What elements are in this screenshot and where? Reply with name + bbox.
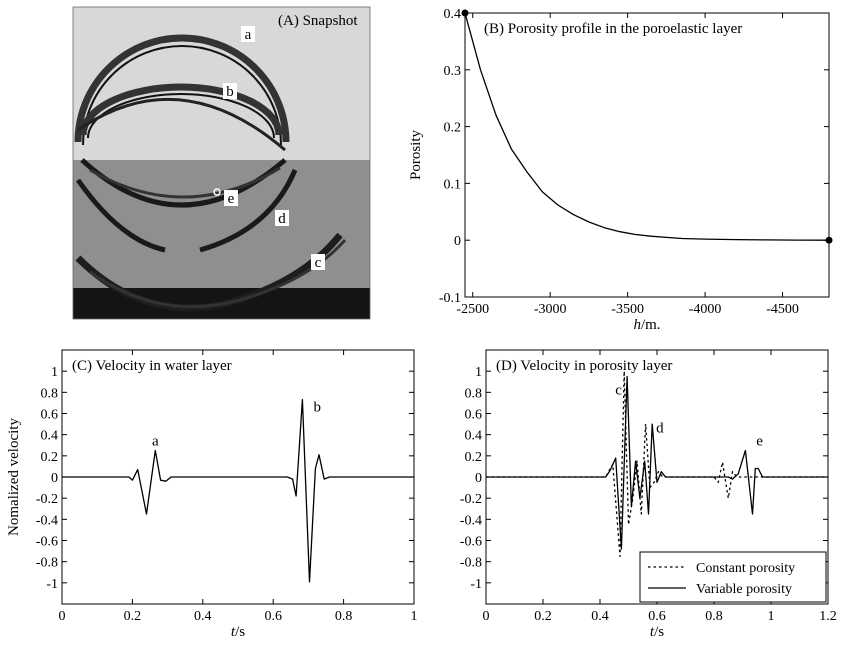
y-tick-label-D-2: -0.6 bbox=[460, 535, 482, 550]
legend-label-D-0: Constant porosity bbox=[696, 561, 795, 576]
y-tick-label-B-0: -0.1 bbox=[439, 291, 461, 306]
x-axis-label-D: t/s bbox=[650, 624, 664, 640]
snapshot-panel bbox=[73, 7, 370, 319]
wavefront-b-link bbox=[77, 97, 286, 152]
wavefront-d-right bbox=[199, 169, 298, 253]
wave-label-box-d bbox=[275, 210, 289, 226]
x-axis-label-C: t/s bbox=[231, 624, 245, 640]
x-tick-label-D-2: 0.4 bbox=[591, 609, 609, 624]
y-tick-label-C-7: 0.4 bbox=[41, 429, 59, 444]
x-tick-label-C-5: 1 bbox=[411, 609, 418, 624]
y-tick-label-D-5: 0 bbox=[475, 471, 482, 486]
y-tick-label-C-2: -0.6 bbox=[36, 535, 58, 550]
annotation-C-b: b bbox=[313, 399, 321, 415]
y-tick-label-C-8: 0.6 bbox=[41, 408, 59, 423]
x-tick-label-B-0: -2500 bbox=[456, 302, 489, 317]
y-tick-label-B-4: 0.3 bbox=[444, 64, 462, 79]
y-tick-label-C-9: 0.8 bbox=[41, 386, 59, 401]
wave-label-box-b bbox=[223, 83, 237, 99]
snapshot-wave-labels: a b e d c bbox=[223, 26, 325, 271]
chart-title-D: (D) Velocity in porosity layer bbox=[496, 358, 672, 374]
x-tick-label-C-1: 0.2 bbox=[124, 609, 142, 624]
series-line-C-0 bbox=[62, 399, 414, 583]
annotation-D-e: e bbox=[756, 433, 763, 449]
y-tick-label-B-1: 0 bbox=[454, 234, 461, 249]
x-tick-label-C-3: 0.6 bbox=[264, 609, 282, 624]
y-tick-label-C-3: -0.4 bbox=[36, 513, 58, 528]
x-tick-label-D-3: 0.6 bbox=[648, 609, 666, 624]
annotation-D-c: c bbox=[615, 382, 622, 398]
series-line-D-0 bbox=[486, 370, 828, 558]
series-line-B-0 bbox=[464, 12, 830, 241]
x-tick-label-D-0: 0 bbox=[483, 609, 490, 624]
chart-title-C: (C) Velocity in water layer bbox=[72, 358, 232, 374]
wave-label-box-a bbox=[241, 26, 255, 42]
wavefront-a bbox=[74, 34, 290, 143]
x-tick-label-C-4: 0.8 bbox=[335, 609, 353, 624]
annotation-D-d: d bbox=[656, 421, 664, 437]
wave-label-box-c bbox=[311, 254, 325, 270]
y-tick-label-D-0: -1 bbox=[470, 577, 482, 592]
series-line-D-1 bbox=[486, 375, 828, 550]
water-velocity-chart: 0 0.2 0.4 0.6 0.8 1 -1 -0.8 -0.6 -0.4 -0.2 0 0.2 0.4 0… bbox=[6, 349, 418, 640]
source-receiver-marker bbox=[213, 188, 221, 196]
x-tick-label-D-4: 0.8 bbox=[705, 609, 723, 624]
y-tick-label-D-7: 0.4 bbox=[465, 429, 483, 444]
x-tick-label-B-3: -4000 bbox=[689, 302, 722, 317]
snapshot-frame bbox=[72, 6, 371, 320]
y-tick-label-C-5: 0 bbox=[51, 471, 58, 486]
y-tick-label-B-3: 0.2 bbox=[444, 121, 462, 136]
x-tick-label-B-1: -3000 bbox=[534, 302, 567, 317]
y-tick-label-D-6: 0.2 bbox=[465, 450, 483, 465]
x-tick-label-D-5: 1 bbox=[768, 609, 775, 624]
wave-label-box-e bbox=[224, 190, 238, 206]
wave-label-d: d bbox=[278, 211, 286, 227]
y-tick-label-B-2: 0.1 bbox=[444, 177, 462, 192]
y-tick-label-D-8: 0.6 bbox=[465, 408, 483, 423]
chart-title-B: (B) Porosity profile in the poroelastic … bbox=[484, 21, 742, 37]
endpoint-marker-B-0 bbox=[461, 9, 469, 17]
legend-label-D-1: Variable porosity bbox=[696, 582, 792, 597]
snapshot-title: (A) Snapshot bbox=[278, 13, 358, 29]
annotation-C-a: a bbox=[152, 433, 159, 449]
y-tick-label-D-9: 0.8 bbox=[465, 386, 483, 401]
x-tick-label-C-0: 0 bbox=[59, 609, 66, 624]
wavefront-b bbox=[79, 83, 283, 136]
wavefront-a-inner bbox=[82, 45, 282, 146]
y-tick-label-C-1: -0.8 bbox=[36, 556, 58, 571]
y-tick-label-C-4: -0.2 bbox=[36, 492, 58, 507]
y-tick-label-C-6: 0.2 bbox=[41, 450, 59, 465]
porosity-velocity-chart: 0 0.2 0.4 0.6 0.8 1 1.2 -1 -0.8 -0.6 -0.4 -0.2 0 0.2 0… bbox=[460, 349, 837, 640]
x-tick-label-C-2: 0.4 bbox=[194, 609, 212, 624]
y-tick-label-C-0: -1 bbox=[46, 577, 58, 592]
y-tick-label-D-3: -0.4 bbox=[460, 513, 482, 528]
plot-frame-B bbox=[464, 12, 830, 298]
porosity-profile-chart: -2500 -3000 -3500 -4000 -4500 -0.1 0 0.1 0.2 0.3 0… bbox=[408, 7, 833, 333]
x-tick-label-B-2: -3500 bbox=[611, 302, 644, 317]
y-tick-label-C-10: 1 bbox=[51, 365, 58, 380]
x-tick-label-D-6: 1.2 bbox=[819, 609, 837, 624]
wavefront-e-inner bbox=[89, 166, 281, 199]
wave-label-a: a bbox=[245, 27, 252, 43]
wave-label-c: c bbox=[315, 255, 322, 271]
legend-box-D bbox=[639, 551, 827, 603]
y-tick-label-D-4: -0.2 bbox=[460, 492, 482, 507]
y-axis-label-C: Nomalized velocity bbox=[6, 418, 22, 536]
y-tick-label-B-5: 0.4 bbox=[444, 7, 462, 22]
x-tick-label-B-4: -4500 bbox=[766, 302, 799, 317]
wave-label-e: e bbox=[228, 191, 235, 207]
y-axis-label-B: Porosity bbox=[408, 129, 424, 180]
wavefront-d-left bbox=[75, 178, 166, 253]
x-tick-label-D-1: 0.2 bbox=[534, 609, 552, 624]
x-axis-label-B: h/m. bbox=[633, 317, 660, 333]
wave-label-b: b bbox=[226, 84, 234, 100]
y-tick-label-D-1: -0.8 bbox=[460, 556, 482, 571]
endpoint-marker-B-1 bbox=[825, 236, 833, 244]
y-tick-label-D-10: 1 bbox=[475, 365, 482, 380]
